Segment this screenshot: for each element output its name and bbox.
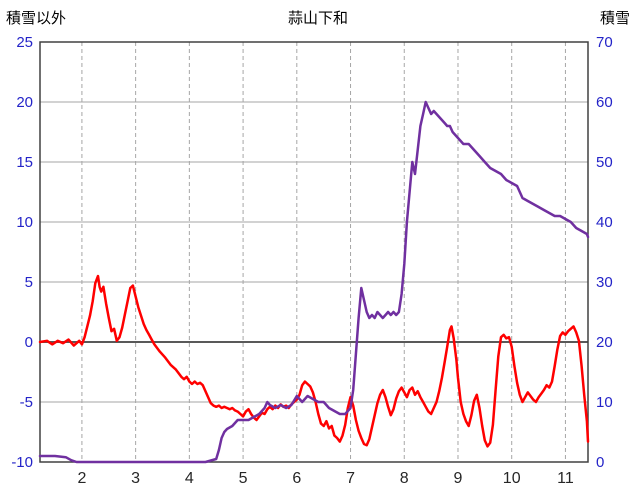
x-tick-label: 8 [400, 470, 409, 487]
series-line-snow [38, 100, 590, 464]
plot-border [39, 41, 589, 463]
x-tick-label: 10 [503, 470, 521, 487]
left-axis-title: 積雪以外 [6, 10, 67, 27]
left-tick-label: 20 [16, 94, 33, 111]
right-tick-label: 60 [596, 94, 613, 111]
left-tick-label: 15 [16, 154, 33, 171]
x-tick-label: 7 [346, 470, 355, 487]
right-tick-label: 0 [596, 454, 604, 471]
x-tick-label: 2 [77, 470, 86, 487]
right-tick-label: 50 [596, 154, 613, 171]
x-tick-label: 6 [292, 470, 301, 487]
right-tick-label: 20 [596, 334, 613, 351]
right-tick-label: 70 [596, 34, 613, 51]
x-tick-label: 11 [557, 470, 574, 487]
right-tick-label: 10 [596, 394, 613, 411]
x-tick-label: 5 [239, 470, 248, 487]
left-tick-label: 25 [16, 34, 33, 51]
left-tick-label: -10 [11, 454, 33, 471]
right-tick-label: 40 [596, 214, 613, 231]
right-tick-label: 30 [596, 274, 613, 291]
left-tick-label: 10 [16, 214, 33, 231]
left-tick-label: 5 [25, 274, 33, 291]
chart-title: 蒜山下和 [287, 10, 348, 27]
x-tick-label: 4 [185, 470, 194, 487]
series-line-temperature [38, 274, 590, 448]
right-axis-title: 積雪 [599, 10, 630, 27]
x-tick-label: 3 [131, 470, 140, 487]
x-tick-label: 9 [454, 470, 463, 487]
left-tick-label: 0 [25, 334, 33, 351]
left-tick-label: -5 [20, 394, 33, 411]
